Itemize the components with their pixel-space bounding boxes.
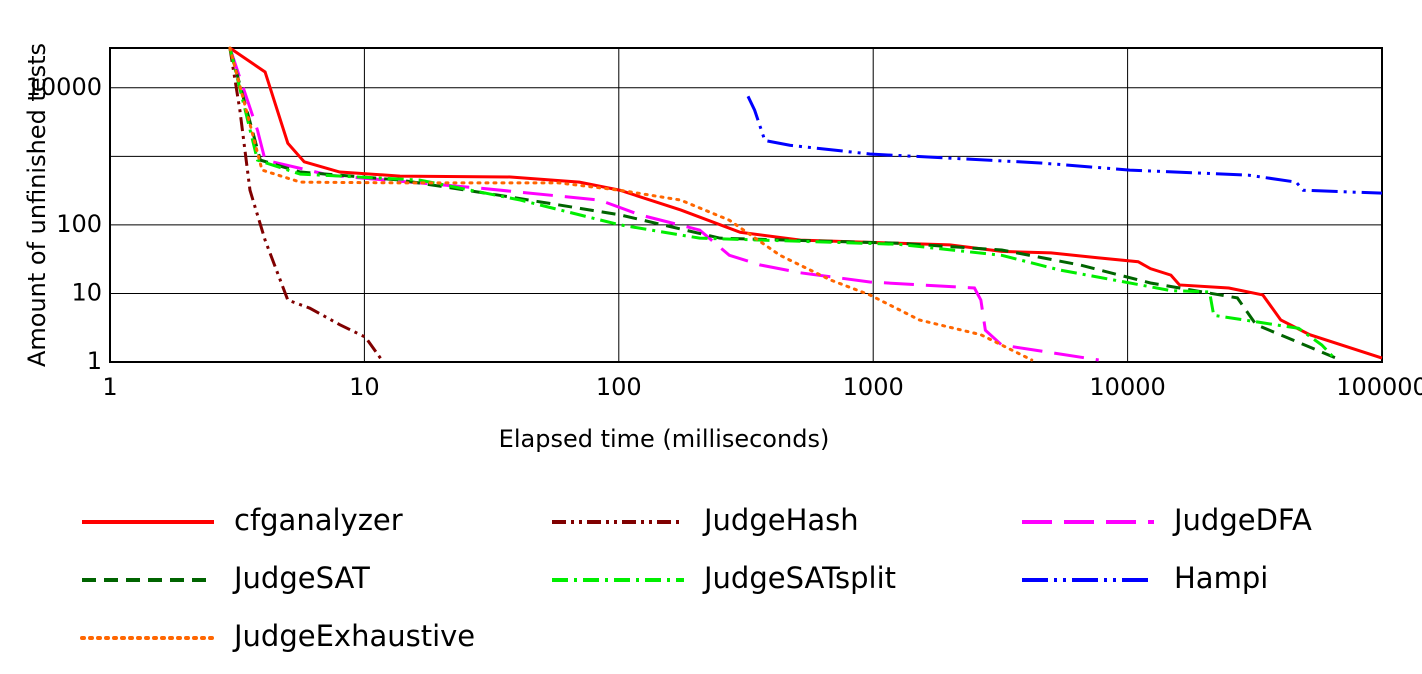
series-line <box>228 47 383 361</box>
series-line <box>229 46 1383 360</box>
legend-label: JudgeDFA <box>1172 503 1312 537</box>
y-tick-label: 1 <box>87 347 102 375</box>
x-axis-label: Elapsed time (milliseconds) <box>499 425 830 453</box>
series-line <box>228 47 1338 362</box>
series-line <box>228 47 1099 362</box>
legend-label: JudgeExhaustive <box>232 619 475 653</box>
legend-label: Hampi <box>1174 561 1268 595</box>
y-tick-label: 100 <box>56 210 102 238</box>
x-tick-label: 100000 <box>1336 373 1422 401</box>
y-tick-label: 10 <box>71 278 102 306</box>
legend-label: JudgeSAT <box>232 561 370 595</box>
series-line <box>228 46 1034 362</box>
legend-label: JudgeHash <box>702 503 859 537</box>
x-tick-label: 100 <box>596 373 642 401</box>
x-tick-label: 10 <box>349 373 380 401</box>
series-line <box>228 47 1337 360</box>
y-axis-label: Amount of unfinished tests <box>23 43 51 367</box>
x-tick-label: 10000 <box>1089 373 1165 401</box>
x-tick-label: 1000 <box>843 373 904 401</box>
y-tick-label: 10000 <box>26 73 102 101</box>
legend-label: cfganalyzer <box>234 503 403 537</box>
series-line <box>746 95 1383 195</box>
x-tick-label: 1 <box>102 373 117 401</box>
plot-frame <box>109 47 1383 363</box>
legend-label: JudgeSATsplit <box>702 561 896 595</box>
